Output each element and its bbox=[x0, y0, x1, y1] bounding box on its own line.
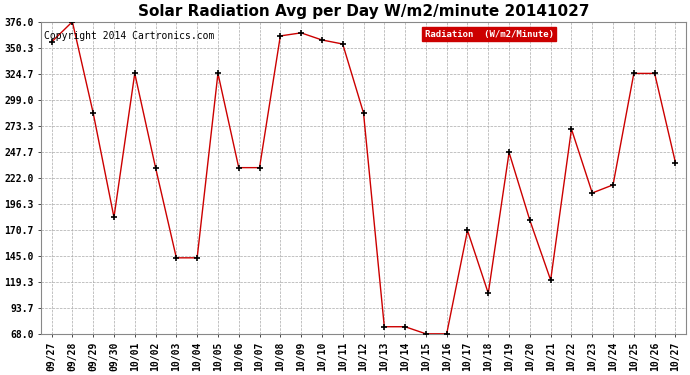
Text: Copyright 2014 Cartronics.com: Copyright 2014 Cartronics.com bbox=[44, 31, 215, 41]
Title: Solar Radiation Avg per Day W/m2/minute 20141027: Solar Radiation Avg per Day W/m2/minute … bbox=[138, 4, 589, 19]
Text: Radiation  (W/m2/Minute): Radiation (W/m2/Minute) bbox=[425, 30, 554, 39]
